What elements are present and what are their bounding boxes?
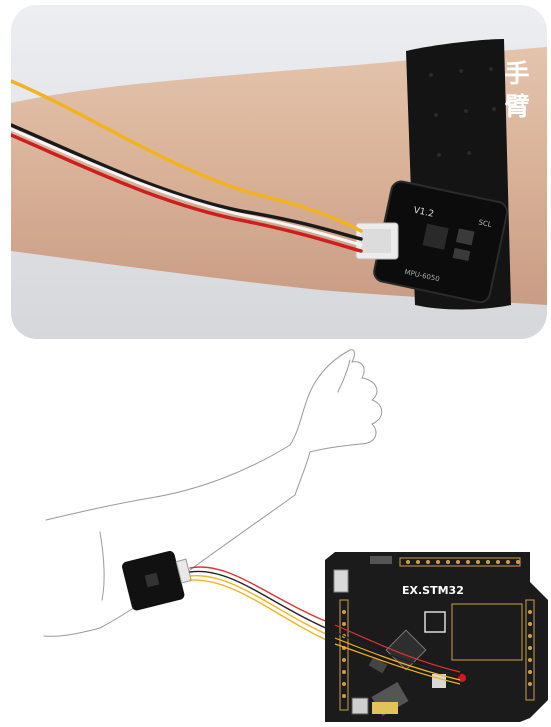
mcu-chip bbox=[385, 629, 427, 671]
stm32-board: EX.STM32 bbox=[325, 552, 548, 722]
wire-red bbox=[11, 133, 363, 253]
arm-wiring-illustration: EX.STM32 bbox=[43, 349, 548, 722]
board-label: EX.STM32 bbox=[402, 584, 464, 597]
sensor-version-label: V1.2 bbox=[413, 206, 435, 220]
diagram-wires bbox=[189, 566, 336, 645]
wire-yellow bbox=[11, 79, 363, 233]
wiring-diagram: EX.STM32 bbox=[0, 340, 551, 727]
photo-panel: V1.2 SCL MPU-6050 手臂 bbox=[11, 5, 547, 339]
sensor-board-diagram bbox=[122, 551, 192, 611]
wire-white bbox=[11, 127, 363, 247]
arm-sensor-photo: V1.2 SCL MPU-6050 bbox=[11, 5, 547, 339]
arm-label: 手臂 bbox=[504, 59, 530, 121]
sensor-pin-label: SCL bbox=[478, 218, 493, 229]
sensor-board: V1.2 SCL MPU-6050 bbox=[373, 180, 509, 304]
wire-black bbox=[11, 123, 363, 241]
